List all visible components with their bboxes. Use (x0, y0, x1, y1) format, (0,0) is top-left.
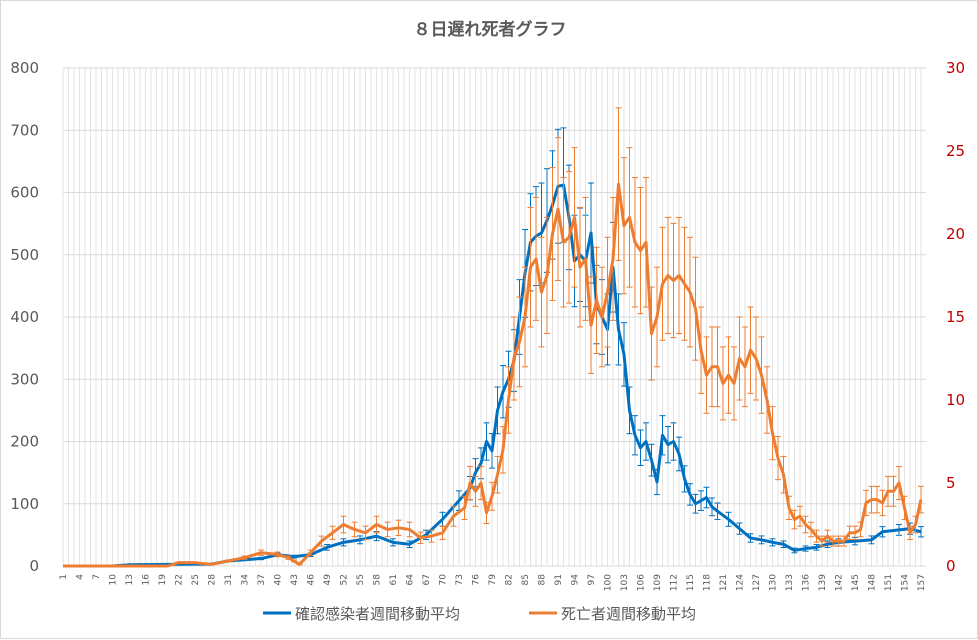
x-tick-label: 7 (92, 574, 102, 580)
x-tick-label: 64 (406, 574, 416, 586)
x-tick-label: 13 (125, 574, 135, 585)
x-tick-label: 49 (323, 574, 333, 586)
x-tick-label: 4 (76, 574, 86, 580)
y-tick-label: 300 (10, 370, 39, 388)
x-tick-label: 79 (488, 574, 498, 586)
x-tick-label: 52 (340, 574, 350, 585)
x-tick-label: 130 (769, 574, 779, 591)
y2-tick-label: 25 (946, 142, 965, 160)
y-tick-label: 400 (10, 308, 39, 326)
y-tick-label: 100 (10, 495, 39, 513)
x-tick-label: 157 (917, 574, 927, 591)
x-tick-label: 34 (241, 574, 251, 586)
y-tick-label: 700 (10, 121, 39, 139)
x-tick-label: 43 (290, 574, 300, 585)
x-tick-label: 109 (653, 574, 663, 591)
x-tick-label: 19 (158, 574, 168, 586)
x-tick-label: 58 (373, 574, 383, 586)
x-tick-label: 118 (703, 574, 713, 591)
x-tick-label: 22 (175, 574, 185, 585)
y-tick-label: 0 (29, 557, 39, 575)
x-tick-label: 115 (686, 574, 696, 591)
x-tick-label: 61 (389, 574, 399, 585)
x-tick-label: 40 (274, 574, 284, 586)
x-tick-label: 70 (439, 574, 449, 586)
x-tick-label: 139 (818, 574, 828, 591)
x-tick-label: 31 (224, 574, 234, 585)
x-tick-label: 88 (538, 574, 548, 586)
x-tick-label: 148 (868, 574, 878, 591)
x-tick-label: 103 (620, 574, 630, 591)
x-tick-label: 73 (455, 574, 465, 585)
x-tick-label: 25 (191, 574, 201, 585)
x-tick-label: 82 (505, 574, 515, 585)
y2-tick-label: 15 (946, 308, 965, 326)
x-tick-label: 10 (109, 574, 119, 586)
legend: 確認感染者週間移動平均 死亡者週間移動平均 (263, 605, 696, 623)
x-tick-label: 100 (604, 574, 614, 591)
legend-label-confirmed: 確認感染者週間移動平均 (295, 605, 460, 623)
y-tick-label: 500 (10, 246, 39, 264)
y-tick-label: 200 (10, 433, 39, 451)
y2-tick-label: 0 (946, 557, 956, 575)
x-tick-label: 1 (59, 574, 69, 580)
x-tick-label: 37 (257, 574, 267, 585)
x-tick-label: 28 (208, 574, 218, 586)
legend-label-deaths: 死亡者週間移動平均 (561, 605, 696, 623)
x-tick-label: 133 (785, 574, 795, 591)
y-tick-label: 800 (10, 59, 39, 77)
y-axis-right: 0 5 10 15 20 25 30 (946, 59, 965, 575)
x-tick-label: 67 (422, 574, 432, 585)
y2-tick-label: 5 (946, 474, 956, 492)
x-tick-label: 124 (736, 574, 746, 591)
x-tick-label: 145 (851, 574, 861, 591)
y-axis-left: 0 100 200 300 400 500 600 700 800 (10, 59, 39, 575)
x-tick-label: 76 (472, 574, 482, 586)
y-tick-label: 600 (10, 184, 39, 202)
x-tick-label: 91 (554, 574, 564, 585)
x-tick-label: 46 (307, 574, 317, 586)
y2-tick-label: 20 (946, 225, 965, 243)
x-tick-label: 94 (571, 574, 581, 586)
x-tick-label: 151 (884, 574, 894, 591)
x-tick-label: 136 (802, 574, 812, 591)
x-tick-label: 154 (901, 574, 911, 591)
x-tick-label: 127 (752, 574, 762, 591)
x-tick-label: 112 (670, 574, 680, 591)
x-tick-label: 121 (719, 574, 729, 591)
y2-tick-label: 30 (946, 59, 965, 77)
x-tick-label: 106 (637, 574, 647, 591)
chart-title: ８日遅れ死者グラフ (414, 19, 567, 40)
x-tick-label: 55 (356, 574, 366, 585)
x-tick-label: 142 (835, 574, 845, 591)
x-tick-label: 85 (521, 574, 531, 585)
y2-tick-label: 10 (946, 391, 965, 409)
x-tick-label: 16 (142, 574, 152, 586)
x-tick-label: 97 (587, 574, 597, 585)
